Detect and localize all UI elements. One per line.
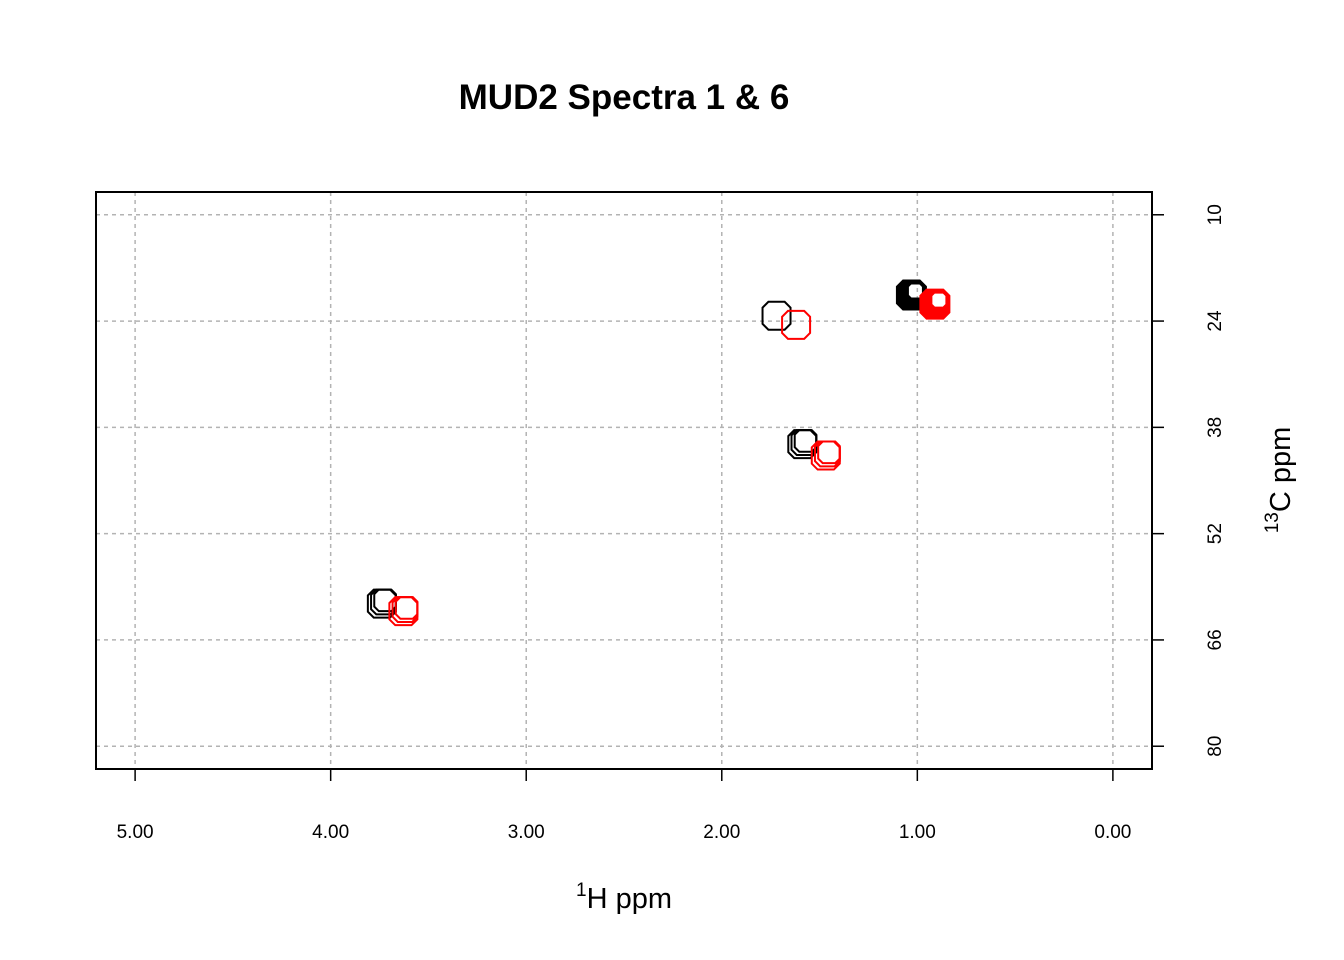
contour-peak: [810, 440, 841, 471]
plot-frame: [95, 191, 1153, 770]
x-tick-label: 1.00: [899, 822, 936, 843]
contour-peak: [919, 288, 951, 320]
x-tick-label: 4.00: [312, 822, 349, 843]
contour-peak: [761, 300, 792, 331]
contour-level: [761, 300, 792, 331]
y-axis-label-text: C ppm: [1265, 427, 1297, 512]
contour-level: [781, 309, 812, 340]
y-axis-label-sup: 13: [1262, 512, 1283, 533]
contour-peaks: [366, 279, 951, 627]
contour-level: [817, 440, 841, 465]
y-tick-label: 38: [1205, 417, 1226, 438]
grid-lines: [96, 192, 1152, 769]
contour-level: [929, 290, 949, 310]
y-tick-label: 80: [1205, 736, 1226, 757]
chart-title: MUD2 Spectra 1 & 6: [459, 78, 790, 117]
y-axis-label: 13C ppm: [1262, 427, 1297, 534]
contour-peak: [781, 309, 812, 340]
x-tick-label: 5.00: [117, 822, 154, 843]
x-axis: 5.00 4.00 3.00 2.00 1.00 0.00: [117, 769, 1131, 843]
x-tick-label: 0.00: [1094, 822, 1131, 843]
y-tick-label: 66: [1205, 629, 1226, 650]
x-axis-label-sup: 1: [576, 880, 587, 901]
x-axis-label-text: H ppm: [587, 883, 672, 915]
contour-peak: [388, 596, 419, 627]
x-tick-label: 3.00: [508, 822, 545, 843]
y-axis: 10 24 38 52 66 80: [1152, 204, 1226, 757]
contour-level: [373, 588, 397, 613]
y-tick-label: 10: [1205, 204, 1226, 225]
x-tick-label: 2.00: [703, 822, 740, 843]
contour-level: [394, 596, 419, 620]
y-tick-label: 52: [1205, 523, 1226, 544]
y-tick-label: 24: [1205, 310, 1226, 332]
x-axis-label: 1H ppm: [576, 880, 672, 915]
